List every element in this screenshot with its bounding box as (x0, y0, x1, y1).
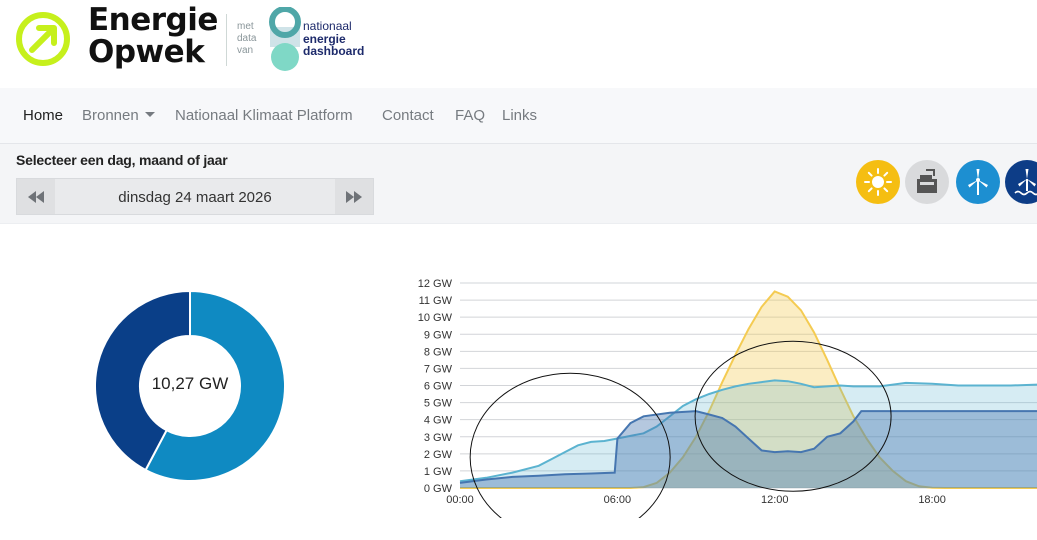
caret-down-icon (144, 112, 155, 117)
wind-source-button[interactable] (956, 160, 1000, 204)
date-selector: dinsdag 24 maart 2026 (16, 178, 374, 215)
y-tick-label: 6 GW (424, 381, 453, 393)
y-tick-label: 7 GW (424, 363, 453, 375)
donut-chart (94, 290, 286, 482)
solar-source-button[interactable] (856, 160, 900, 204)
annotation-ellipse (469, 372, 671, 518)
series-area (460, 291, 1037, 488)
y-tick-label: 12 GW (418, 278, 453, 290)
x-tick-label: 06:00 (604, 494, 632, 506)
met-data-van-word: met (237, 21, 254, 32)
nav-contact[interactable]: Contact (382, 107, 434, 124)
ned-line-1: nationaal (303, 19, 352, 33)
met-data-van-word: data (237, 33, 257, 44)
brand-name[interactable]: Energie Opwek (88, 4, 218, 68)
y-tick-label: 2 GW (424, 449, 453, 461)
brand-divider (226, 14, 227, 66)
fast-forward-icon (346, 190, 362, 203)
ned-line-3: dashboard (303, 44, 365, 58)
met-data-van-text: met data van (237, 21, 256, 57)
y-tick-label: 9 GW (424, 329, 453, 341)
energie-opwek-logo-icon[interactable] (14, 10, 72, 68)
nav-bronnen-dropdown[interactable]: Bronnen (82, 107, 155, 124)
y-tick-label: 11 GW (419, 295, 453, 307)
ned-logo-icon[interactable] (268, 7, 302, 73)
y-tick-label: 10 GW (418, 312, 453, 324)
series-line[interactable] (459, 379, 1037, 483)
series-area (460, 380, 1037, 488)
x-tick-label: 18:00 (918, 494, 946, 506)
series-line[interactable] (459, 410, 1037, 484)
donut-slice[interactable] (144, 290, 286, 482)
y-tick-label: 3 GW (424, 432, 453, 444)
donut-total-label: 10,27 GW (151, 374, 229, 393)
y-tick-label: 5 GW (424, 398, 453, 410)
x-tick-label: 00:00 (446, 494, 474, 506)
y-tick-label: 8 GW (424, 346, 453, 358)
nav-links[interactable]: Links (502, 107, 538, 124)
wind-turbine-icon (968, 169, 988, 195)
y-tick-label: 0 GW (424, 483, 453, 495)
main-navbar: Home Bronnen Nationaal Klimaat Platform … (0, 88, 1037, 144)
ned-line-2: energie (303, 31, 346, 46)
date-selector-label: Selecteer een dag, maand of jaar (16, 152, 228, 168)
nav-faq[interactable]: FAQ (455, 107, 486, 124)
offshore-wind-turbine-icon (1014, 169, 1037, 196)
next-date-button[interactable] (335, 179, 373, 214)
rewind-icon (28, 190, 44, 203)
series-line[interactable] (460, 290, 1037, 489)
annotation-ellipse (694, 340, 892, 492)
offshore-wind-source-button[interactable] (1005, 160, 1037, 204)
nav-bronnen-label: Bronnen (82, 107, 139, 124)
battery-storage-icon (917, 169, 937, 193)
y-tick-label: 1 GW (424, 466, 453, 478)
storage-source-button[interactable] (905, 160, 949, 204)
generation-area-chart: 0 GW 1 GW 2 GW 3 GW 4 GW 5 GW 6 GW 7 GW 8 GW 9 GW… (418, 278, 1037, 518)
nav-home[interactable]: Home (23, 107, 64, 124)
previous-date-button[interactable] (17, 179, 55, 214)
x-tick-label: 12:00 (761, 494, 789, 506)
nav-nationaal-klimaat-platform[interactable]: Nationaal Klimaat Platform (175, 107, 353, 124)
y-tick-label: 4 GW (424, 415, 453, 427)
ned-logo-text[interactable]: nationaal energie dashboard (303, 20, 364, 58)
brand-line-2: Opwek (88, 34, 205, 70)
donut-slice[interactable] (94, 290, 191, 472)
date-controls-panel: Selecteer een dag, maand of jaar dinsdag… (0, 144, 1037, 224)
current-date[interactable]: dinsdag 24 maart 2026 (118, 189, 272, 206)
series-area (460, 411, 1037, 488)
sun-icon (864, 168, 892, 196)
met-data-van-word: van (237, 45, 254, 56)
brand-line-1: Energie (88, 2, 218, 38)
